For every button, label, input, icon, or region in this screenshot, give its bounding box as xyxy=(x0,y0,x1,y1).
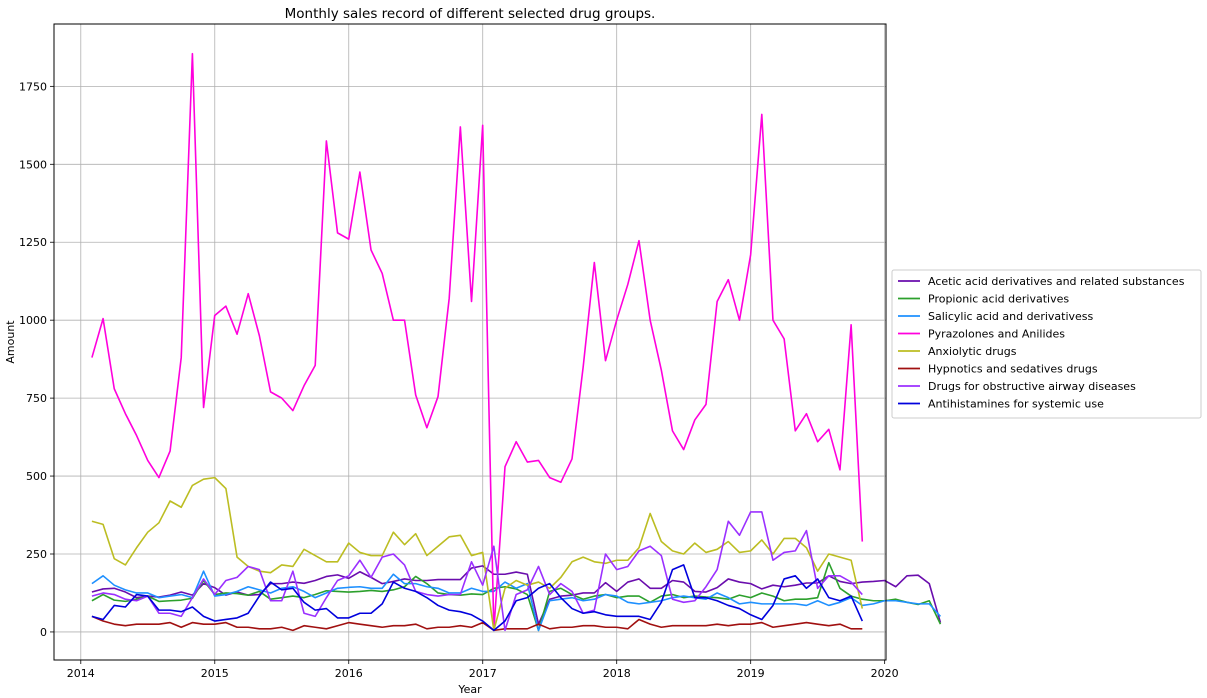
legend: Acetic acid derivatives and related subs… xyxy=(891,269,1202,419)
y-tick-label: 0 xyxy=(40,626,47,639)
y-tick-label: 1500 xyxy=(19,158,47,171)
y-tick-label: 250 xyxy=(26,548,47,561)
series-line-6 xyxy=(91,615,863,632)
series-line-8 xyxy=(91,564,864,632)
series-lines xyxy=(91,52,942,632)
y-tick-label: 500 xyxy=(26,470,47,483)
y-tick-label: 1750 xyxy=(19,80,47,93)
x-tick-label: 2014 xyxy=(67,667,95,680)
legend-label: Hypnotics and sedatives drugs xyxy=(928,363,1098,376)
legend-box xyxy=(891,269,1202,419)
series-line-3 xyxy=(91,570,942,632)
x-tick-label: 2020 xyxy=(871,667,899,680)
x-tick-label: 2018 xyxy=(603,667,631,680)
x-tick-label: 2017 xyxy=(469,667,497,680)
y-axis: 0 250 500 750 1000 1250 1500 1750 xyxy=(19,80,54,639)
chart-title: Monthly sales record of different select… xyxy=(285,6,656,22)
legend-label: Propionic acid derivatives xyxy=(928,293,1069,306)
legend-label: Antihistamines for systemic use xyxy=(928,398,1104,411)
series-line-4 xyxy=(91,52,864,632)
plot-frame xyxy=(53,23,887,661)
x-axis-title: Year xyxy=(457,683,482,696)
y-tick-label: 750 xyxy=(26,392,47,405)
x-tick-label: 2016 xyxy=(335,667,363,680)
x-tick-label: 2015 xyxy=(201,667,229,680)
legend-label: Pyrazolones and Anilides xyxy=(928,328,1065,341)
legend-label: Acetic acid derivatives and related subs… xyxy=(928,275,1185,288)
x-tick-label: 2019 xyxy=(737,667,765,680)
y-tick-label: 1250 xyxy=(19,236,47,249)
legend-label: Drugs for obstructive airway diseases xyxy=(928,380,1136,393)
legend-label: Anxiolytic drugs xyxy=(928,345,1017,358)
y-tick-label: 1000 xyxy=(19,314,47,327)
grid-lines xyxy=(54,24,886,660)
y-axis-title: Amount xyxy=(4,320,17,364)
series-line-5 xyxy=(91,476,864,632)
series-line-7 xyxy=(91,511,863,632)
legend-label: Salicylic acid and derivativess xyxy=(928,310,1094,323)
x-axis: 2014 2015 2016 2017 2018 2019 2020 xyxy=(67,660,899,680)
